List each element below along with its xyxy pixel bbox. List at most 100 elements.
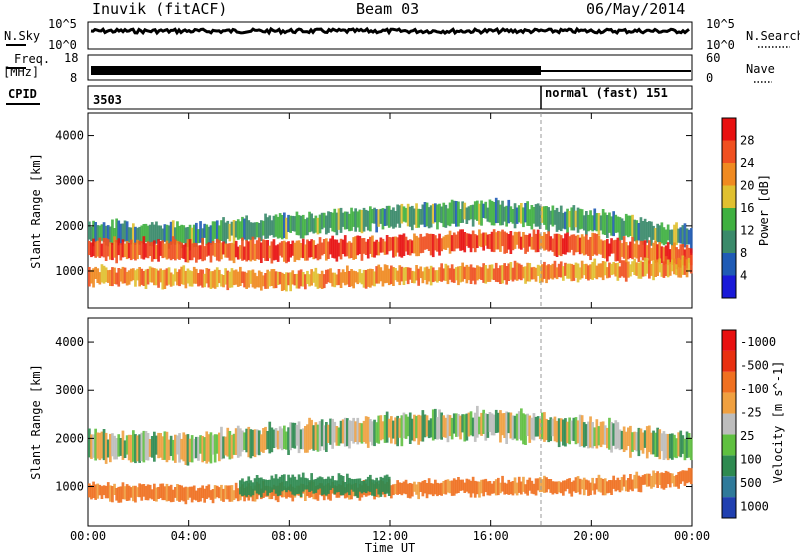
echo-cell <box>306 478 309 490</box>
echo-cell <box>606 215 609 239</box>
echo-cell <box>197 245 200 260</box>
echo-cell <box>299 215 303 239</box>
echo-cell <box>689 437 693 461</box>
echo-cell <box>434 203 437 223</box>
echo-cell <box>283 425 286 449</box>
echo-cell <box>92 434 95 458</box>
echo-cell <box>125 435 129 455</box>
echo-cell <box>381 270 385 287</box>
echo-cell <box>553 233 557 256</box>
echo-cell <box>383 241 387 255</box>
echo-cell <box>251 429 255 457</box>
echo-cell <box>639 217 643 242</box>
echo-cell <box>595 233 599 256</box>
echo-cell <box>88 240 91 256</box>
echo-cell <box>293 242 297 262</box>
echo-cell <box>570 207 574 231</box>
echo-cell <box>635 240 639 259</box>
echo-cell <box>304 219 307 236</box>
echo-cell <box>461 229 464 251</box>
echo-cell <box>494 197 498 224</box>
echo-cell <box>503 206 506 222</box>
echo-cell <box>253 243 257 261</box>
echo-cell <box>660 246 664 264</box>
echo-cell <box>306 217 309 236</box>
echo-cell <box>192 485 196 500</box>
echo-cell <box>352 479 355 492</box>
echo-cell <box>507 479 511 495</box>
echo-cell <box>652 260 655 281</box>
echo-cell <box>104 432 108 464</box>
echo-cell <box>161 240 165 259</box>
echo-cell <box>627 478 630 492</box>
echo-cell <box>165 431 169 463</box>
echo-cell <box>562 238 565 255</box>
echo-cell <box>106 439 110 458</box>
echo-cell <box>123 440 127 458</box>
echo-cell <box>94 222 97 243</box>
echo-cell <box>308 274 311 287</box>
echo-cell <box>387 268 391 286</box>
echo-cell <box>236 246 240 260</box>
echo-cell <box>287 241 290 262</box>
echo-cell <box>144 269 148 289</box>
echo-cell <box>551 481 555 495</box>
echo-cell <box>163 243 167 258</box>
echo-cell <box>622 260 626 278</box>
echo-cell <box>622 474 626 487</box>
echo-cell <box>362 420 366 442</box>
echo-cell <box>530 267 534 280</box>
echo-cell <box>331 272 334 287</box>
echo-cell <box>434 235 437 251</box>
echo-cell <box>285 217 288 240</box>
echo-cell <box>341 419 345 444</box>
echo-cell <box>425 233 429 250</box>
echo-cell <box>612 240 615 254</box>
echo-cell <box>331 212 334 232</box>
echo-cell <box>102 265 106 284</box>
echo-cell <box>643 240 647 261</box>
colorbar-swatch <box>722 455 736 477</box>
echo-cell <box>243 218 246 240</box>
echo-cell <box>505 232 508 254</box>
echo-cell <box>509 206 513 223</box>
echo-cell <box>593 427 597 447</box>
echo-cell <box>150 489 154 500</box>
echo-cell <box>631 214 634 238</box>
echo-cell <box>582 215 586 231</box>
x-tick-label: 00:00 <box>674 529 710 543</box>
echo-cell <box>648 473 651 487</box>
echo-cell <box>637 223 641 241</box>
y-tick-label: 1000 <box>55 264 84 278</box>
colorbar-swatch <box>722 163 736 186</box>
echo-cell <box>163 224 167 242</box>
echo-cell <box>476 265 479 281</box>
echo-cell <box>467 266 471 281</box>
echo-cell <box>270 269 274 286</box>
power-y-label: Slant Range [km] <box>29 153 43 269</box>
echo-cell <box>274 245 278 260</box>
echo-cell <box>335 239 339 262</box>
echo-cell <box>192 224 196 248</box>
echo-cell <box>683 256 687 275</box>
echo-cell <box>260 271 263 291</box>
echo-cell <box>494 479 498 496</box>
echo-cell <box>115 272 118 285</box>
echo-cell <box>463 482 467 493</box>
echo-cell <box>241 478 244 496</box>
echo-cell <box>360 481 364 494</box>
echo-cell <box>346 211 349 230</box>
colorbar-swatch <box>722 476 736 498</box>
echo-cell <box>379 237 383 253</box>
echo-cell <box>243 271 246 288</box>
echo-cell <box>606 267 609 279</box>
echo-cell <box>664 229 668 245</box>
echo-cell <box>104 238 108 261</box>
echo-cell <box>457 477 460 493</box>
echo-cell <box>499 231 502 252</box>
cpid-segment-1: 3503 <box>93 93 122 107</box>
echo-cell <box>568 478 571 494</box>
echo-cell <box>148 439 152 457</box>
echo-cell <box>299 269 303 287</box>
echo-cell <box>146 225 150 243</box>
